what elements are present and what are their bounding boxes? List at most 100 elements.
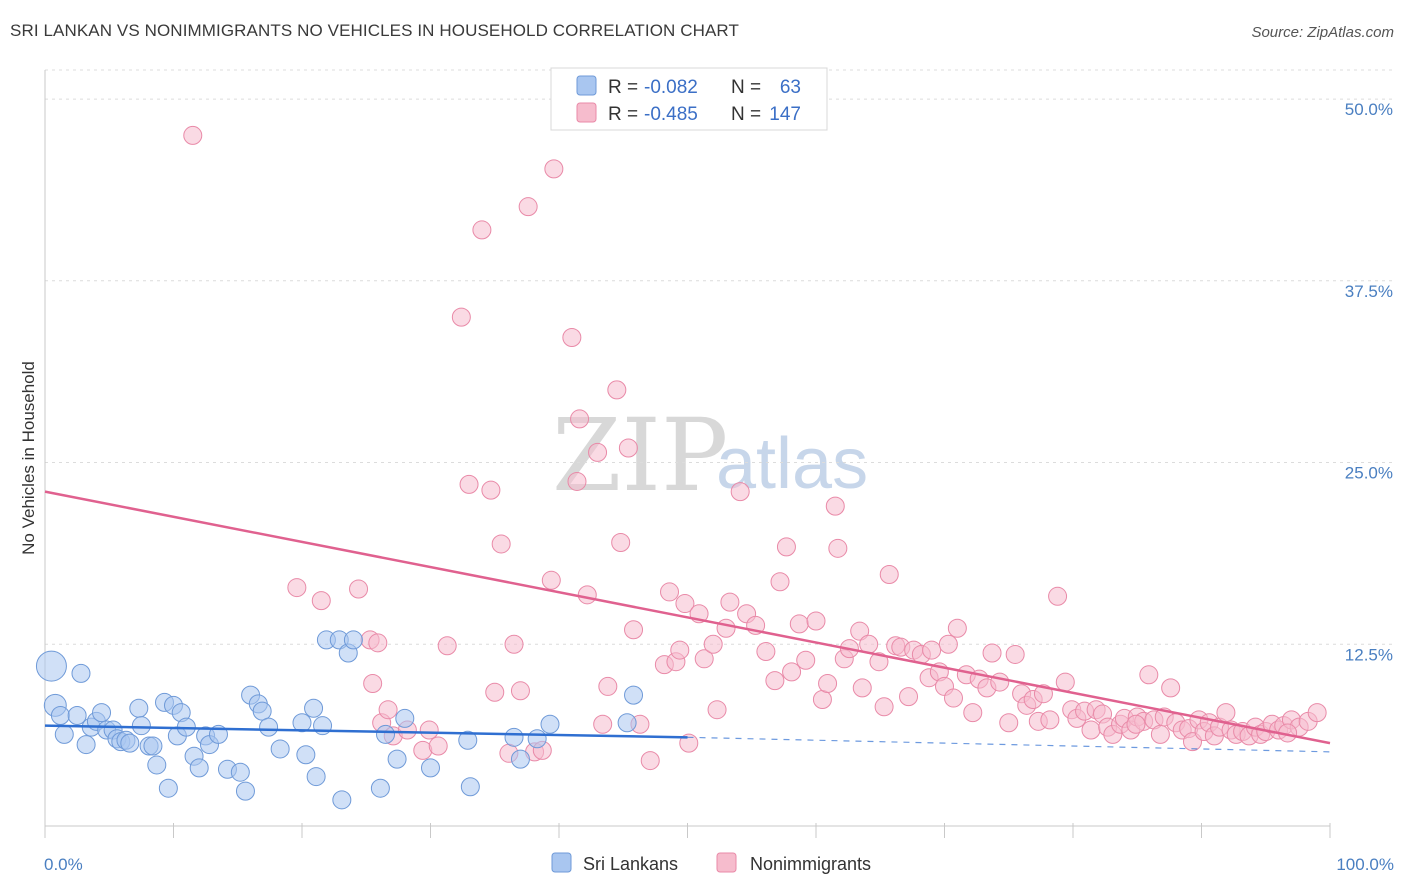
data-point — [54, 724, 74, 744]
data-point — [1126, 714, 1146, 734]
y-axis-tick-labels: 12.5% 25.0% 37.5% 50.0% — [1345, 100, 1393, 664]
data-point — [789, 614, 809, 634]
data-point — [796, 650, 816, 670]
data-point — [491, 534, 511, 554]
data-point — [943, 688, 963, 708]
data-point — [510, 681, 530, 701]
data-point — [437, 636, 457, 656]
data-point — [370, 778, 390, 798]
data-point — [485, 682, 505, 702]
data-point — [899, 687, 919, 707]
chart-source: Source: ZipAtlas.com — [1251, 24, 1394, 41]
data-point — [510, 749, 530, 769]
data-point — [770, 572, 790, 592]
data-point — [825, 496, 845, 516]
trend-line-nonimmigrants — [44, 490, 1331, 745]
trend-lines — [44, 490, 1331, 753]
data-point — [451, 307, 471, 327]
data-point — [624, 685, 644, 705]
data-point — [707, 700, 727, 720]
data-point — [368, 633, 388, 653]
x-tick-label-max: 100.0% — [1336, 855, 1394, 874]
series-nonimmigrants-points — [183, 125, 1327, 771]
data-point — [675, 594, 695, 614]
data-point — [730, 482, 750, 502]
data-point — [259, 717, 279, 737]
legend-n-value-blue: 63 — [780, 77, 801, 98]
data-point — [567, 471, 587, 491]
legend-n-label-pink: N = — [731, 104, 761, 125]
data-point — [332, 790, 352, 810]
data-point — [527, 729, 547, 749]
data-point — [1150, 724, 1170, 744]
y-tick-label: 50.0% — [1345, 100, 1393, 119]
data-point — [395, 708, 415, 728]
y-tick-label: 25.0% — [1345, 464, 1393, 483]
data-point — [472, 220, 492, 240]
data-point — [311, 591, 331, 611]
data-point — [35, 650, 67, 682]
y-axis-title: No Vehicles in Household — [19, 361, 38, 555]
data-point — [459, 474, 479, 494]
data-point — [812, 690, 832, 710]
data-point — [1005, 644, 1025, 664]
data-point — [617, 713, 637, 733]
data-point — [544, 159, 564, 179]
data-point — [938, 634, 958, 654]
data-point — [120, 733, 140, 753]
trend-line-sri-lankans — [44, 724, 688, 739]
data-point — [611, 533, 631, 552]
data-point — [1048, 586, 1068, 606]
data-point — [716, 618, 736, 638]
x-axis-ticks — [44, 823, 1331, 838]
data-point — [143, 736, 163, 756]
data-point — [1081, 720, 1101, 740]
legend-n-label-blue: N = — [731, 77, 761, 98]
data-point — [588, 442, 608, 462]
data-point — [765, 671, 785, 691]
legend-n-value-pink: 147 — [769, 104, 801, 125]
data-point — [76, 735, 96, 755]
data-point — [363, 674, 383, 694]
data-point — [618, 438, 638, 458]
data-point — [504, 727, 524, 747]
data-point — [541, 570, 561, 590]
data-point — [131, 716, 151, 736]
data-point — [343, 630, 363, 650]
data-point — [376, 724, 396, 744]
data-point — [428, 736, 448, 756]
data-point — [660, 582, 680, 602]
y-tick-label: 12.5% — [1345, 645, 1393, 664]
data-point — [670, 640, 690, 660]
data-point — [71, 663, 91, 683]
data-point — [679, 733, 699, 753]
watermark: ZIP atlas — [552, 397, 868, 514]
data-point — [806, 611, 826, 631]
legend-box — [550, 67, 828, 131]
data-point — [624, 620, 644, 640]
data-point — [598, 676, 618, 696]
series-sri-lankans-points — [35, 630, 644, 810]
data-point — [481, 480, 501, 500]
grid-lines — [45, 69, 1392, 645]
data-point — [1040, 710, 1060, 730]
data-point — [292, 713, 312, 733]
data-point — [92, 703, 112, 723]
data-point — [183, 125, 203, 145]
data-point — [640, 751, 660, 771]
data-point — [1055, 672, 1075, 692]
bottom-legend-swatch-blue — [551, 852, 572, 873]
x-axis-tick-labels: 0.0% 100.0% — [44, 855, 1394, 874]
data-point — [421, 758, 440, 778]
data-point — [252, 701, 272, 721]
legend-r-value-pink: -0.485 — [644, 104, 698, 125]
data-point — [230, 762, 250, 782]
data-point — [540, 714, 560, 734]
data-point — [874, 697, 894, 717]
data-point — [458, 730, 478, 750]
data-point — [593, 714, 613, 734]
data-point — [947, 618, 967, 638]
data-point — [296, 745, 316, 765]
y-tick-label: 37.5% — [1345, 282, 1393, 301]
